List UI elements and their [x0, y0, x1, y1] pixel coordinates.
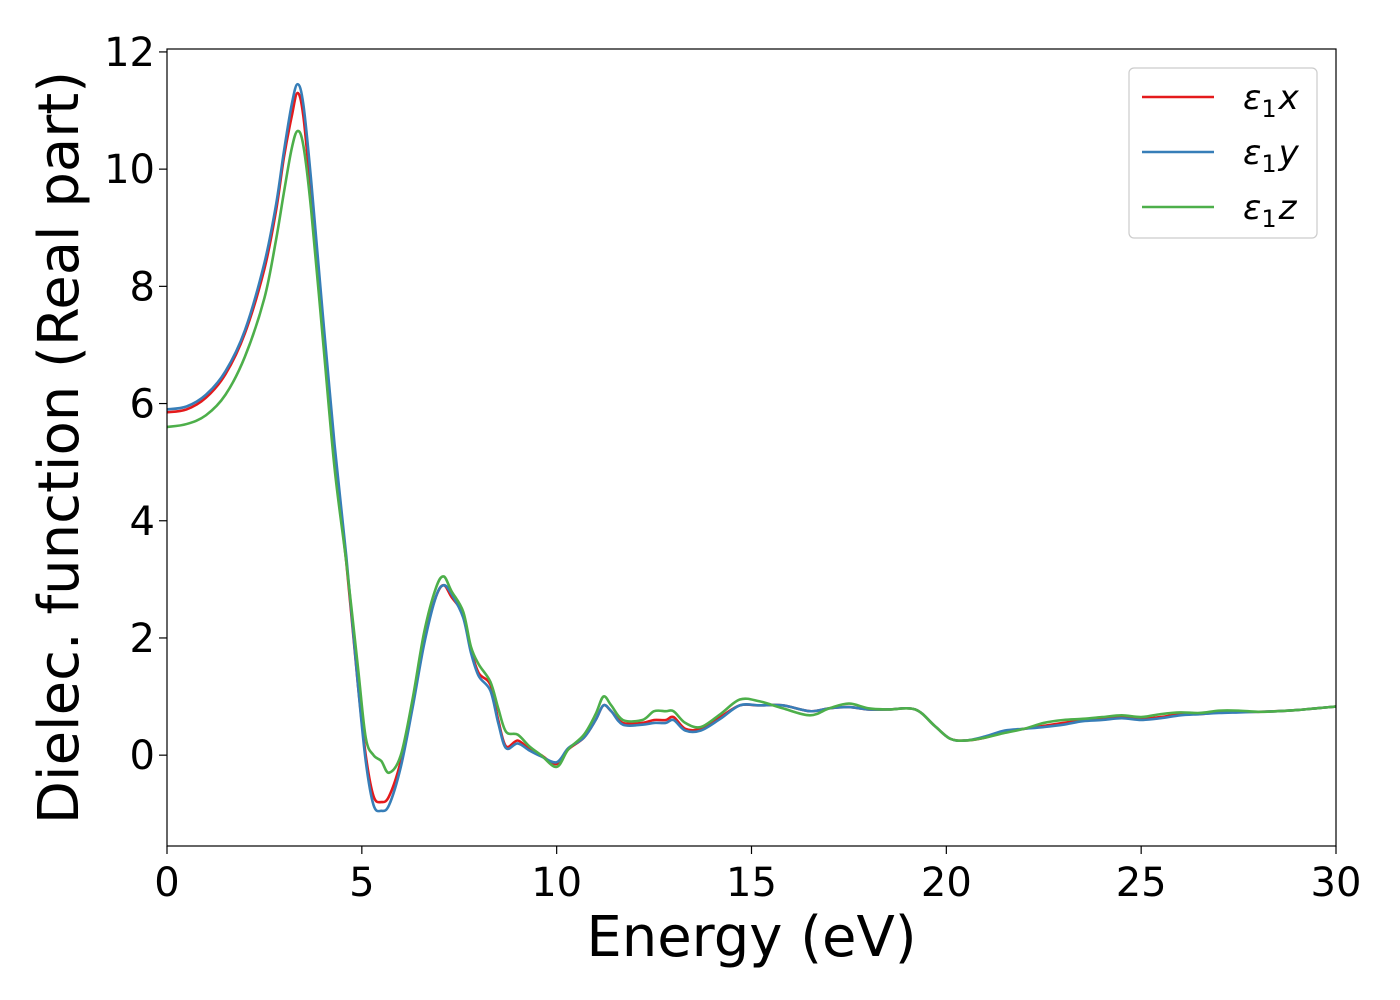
y-tick-label: 8: [130, 264, 155, 310]
series-line-y: [167, 82, 1336, 813]
x-axis-label: Energy (eV): [586, 905, 916, 970]
legend-label-y: ε1y: [1243, 133, 1300, 178]
legend-label-x: ε1x: [1243, 78, 1300, 123]
y-tick-label: 6: [130, 382, 155, 428]
y-tick-label: 10: [104, 147, 155, 193]
x-tick-label: 20: [921, 860, 972, 906]
plot-area: [167, 82, 1336, 813]
legend-box: [1128, 67, 1318, 239]
series-line-z: [167, 129, 1336, 775]
y-axis-label: Dielec. function (Real part): [27, 71, 92, 824]
legend-label-z: ε1z: [1243, 188, 1298, 233]
y-tick-label: 4: [130, 499, 155, 545]
x-tick-label: 5: [349, 860, 374, 906]
y-axis-ticks: 0 2 4 6 8 10 12: [104, 30, 167, 779]
y-tick-label: 12: [104, 30, 155, 76]
x-tick-label: 0: [154, 860, 179, 906]
x-tick-label: 15: [726, 860, 777, 906]
legend: ε1x ε1y ε1z: [1128, 67, 1318, 239]
y-tick-label: 2: [130, 616, 155, 662]
x-axis-ticks: 0 5 10 15 20 25 30: [154, 846, 1361, 906]
x-tick-label: 10: [531, 860, 582, 906]
y-tick-label: 0: [130, 733, 155, 779]
x-tick-label: 25: [1116, 860, 1167, 906]
x-tick-label: 30: [1311, 860, 1362, 906]
